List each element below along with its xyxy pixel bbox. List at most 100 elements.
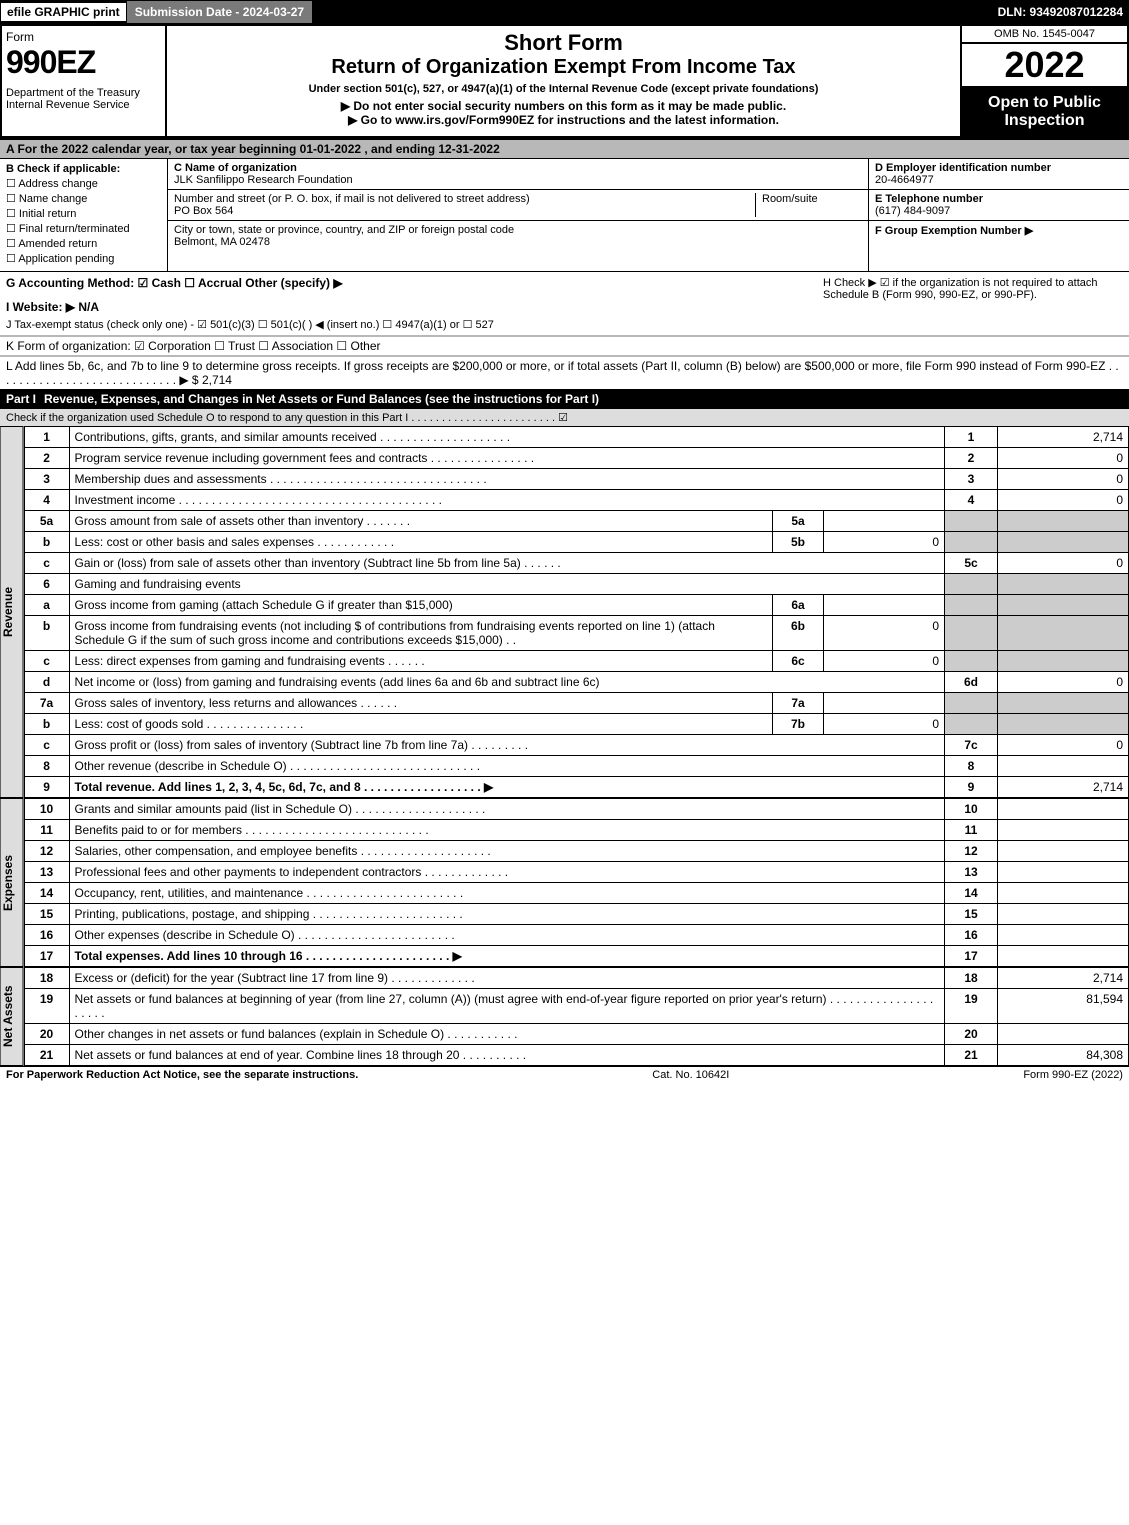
tax-year: 2022 (962, 44, 1127, 88)
table-row: 13Professional fees and other payments t… (24, 862, 1128, 883)
line-box: 20 (945, 1024, 998, 1045)
return-title: Return of Organization Exempt From Incom… (173, 56, 954, 79)
cb-app-pending[interactable]: ☐ Application pending (6, 252, 161, 265)
line-desc: Other changes in net assets or fund bala… (69, 1024, 944, 1045)
line-num: 13 (24, 862, 69, 883)
line-desc: Less: cost or other basis and sales expe… (69, 532, 772, 553)
line-box: 10 (945, 799, 998, 820)
line-num: 14 (24, 883, 69, 904)
cb-final-return[interactable]: ☐ Final return/terminated (6, 222, 161, 235)
i-line: I Website: ▶ N/A (6, 300, 823, 314)
shaded (945, 511, 998, 532)
efile-print-label[interactable]: efile GRAPHIC print (0, 2, 127, 22)
line-amt: 84,308 (998, 1045, 1129, 1066)
table-row: 5aGross amount from sale of assets other… (24, 511, 1128, 532)
line-amt (998, 904, 1129, 925)
shaded (945, 693, 998, 714)
line-num: 1 (24, 427, 69, 448)
header-center: Short Form Return of Organization Exempt… (167, 26, 960, 136)
netassets-table: 18Excess or (deficit) for the year (Subt… (24, 967, 1129, 1066)
cb-name-change[interactable]: ☐ Name change (6, 192, 161, 205)
table-row: 9Total revenue. Add lines 1, 2, 3, 4, 5c… (24, 777, 1128, 798)
table-row: 15Printing, publications, postage, and s… (24, 904, 1128, 925)
cb-initial-return[interactable]: ☐ Initial return (6, 207, 161, 220)
line-num: 9 (24, 777, 69, 798)
line-box: 4 (945, 490, 998, 511)
table-row: 12Salaries, other compensation, and empl… (24, 841, 1128, 862)
department-label: Department of the Treasury Internal Reve… (6, 87, 161, 111)
cb-address-change[interactable]: ☐ Address change (6, 177, 161, 190)
short-form-title: Short Form (173, 30, 954, 56)
line-num: 2 (24, 448, 69, 469)
cb-label: Application pending (18, 253, 114, 265)
header-left: Form 990EZ Department of the Treasury In… (2, 26, 167, 136)
line-box: 2 (945, 448, 998, 469)
line-num: 5a (24, 511, 69, 532)
shaded (998, 595, 1129, 616)
table-row: 1Contributions, gifts, grants, and simil… (24, 427, 1128, 448)
dln-label: DLN: 93492087012284 (998, 5, 1129, 19)
line-amt: 0 (998, 490, 1129, 511)
table-row: 4Investment income . . . . . . . . . . .… (24, 490, 1128, 511)
line-num: 10 (24, 799, 69, 820)
line-desc: Grants and similar amounts paid (list in… (69, 799, 944, 820)
city-label: City or town, state or province, country… (174, 224, 514, 236)
line-amt (998, 925, 1129, 946)
line-box: 3 (945, 469, 998, 490)
form-number: 990EZ (6, 44, 161, 81)
bcde-row: B Check if applicable: ☐ Address change … (0, 158, 1129, 272)
line-num: 15 (24, 904, 69, 925)
line-desc: Program service revenue including govern… (69, 448, 944, 469)
table-row: bLess: cost or other basis and sales exp… (24, 532, 1128, 553)
line-num: b (24, 714, 69, 735)
table-row: 11Benefits paid to or for members . . . … (24, 820, 1128, 841)
netassets-section: Net Assets 18Excess or (deficit) for the… (0, 967, 1129, 1066)
line-desc: Printing, publications, postage, and shi… (69, 904, 944, 925)
table-row: cGain or (loss) from sale of assets othe… (24, 553, 1128, 574)
line-desc: Total expenses. Add lines 10 through 16 … (69, 946, 944, 967)
expenses-table: 10Grants and similar amounts paid (list … (24, 798, 1129, 967)
line-box: 5c (945, 553, 998, 574)
revenue-vlabel: Revenue (0, 426, 24, 798)
shaded (945, 651, 998, 672)
sub-amt: 0 (824, 651, 945, 672)
phone-label: E Telephone number (875, 193, 983, 205)
sub-amt (824, 693, 945, 714)
omb-number: OMB No. 1545-0047 (962, 26, 1127, 44)
revenue-table: 1Contributions, gifts, grants, and simil… (24, 426, 1129, 798)
line-num: 20 (24, 1024, 69, 1045)
line-box: 9 (945, 777, 998, 798)
section-b: B Check if applicable: ☐ Address change … (0, 159, 168, 271)
line-desc: Gross income from fundraising events (no… (69, 616, 772, 651)
line-desc: Less: cost of goods sold . . . . . . . .… (69, 714, 772, 735)
table-row: 8Other revenue (describe in Schedule O) … (24, 756, 1128, 777)
shaded (998, 532, 1129, 553)
line-amt (998, 756, 1129, 777)
goto-instructions: ▶ Go to www.irs.gov/Form990EZ for instru… (173, 113, 954, 127)
part1-sub: Check if the organization used Schedule … (0, 409, 1129, 426)
table-row: 20Other changes in net assets or fund ba… (24, 1024, 1128, 1045)
footer-left: For Paperwork Reduction Act Notice, see … (6, 1069, 358, 1081)
netassets-vlabel: Net Assets (0, 967, 24, 1066)
sub-box: 7b (773, 714, 824, 735)
cb-amended[interactable]: ☐ Amended return (6, 237, 161, 250)
line-desc: Membership dues and assessments . . . . … (69, 469, 944, 490)
line-box: 14 (945, 883, 998, 904)
table-row: 19Net assets or fund balances at beginni… (24, 989, 1128, 1024)
submission-date: Submission Date - 2024-03-27 (127, 1, 312, 23)
table-row: bLess: cost of goods sold . . . . . . . … (24, 714, 1128, 735)
line-num: b (24, 616, 69, 651)
sub-amt: 0 (824, 714, 945, 735)
part1-header: Part I Revenue, Expenses, and Changes in… (0, 389, 1129, 409)
shaded (945, 714, 998, 735)
line-num: 6 (24, 574, 69, 595)
line-num: 19 (24, 989, 69, 1024)
g-line: G Accounting Method: ☑ Cash ☐ Accrual Ot… (6, 276, 823, 290)
c-street-row: Number and street (or P. O. box, if mail… (168, 190, 868, 221)
line-num: 21 (24, 1045, 69, 1066)
part1-label: Part I (6, 392, 36, 406)
part1-title: Revenue, Expenses, and Changes in Net As… (44, 392, 599, 406)
shaded (945, 616, 998, 651)
line-box: 19 (945, 989, 998, 1024)
line-amt (998, 841, 1129, 862)
